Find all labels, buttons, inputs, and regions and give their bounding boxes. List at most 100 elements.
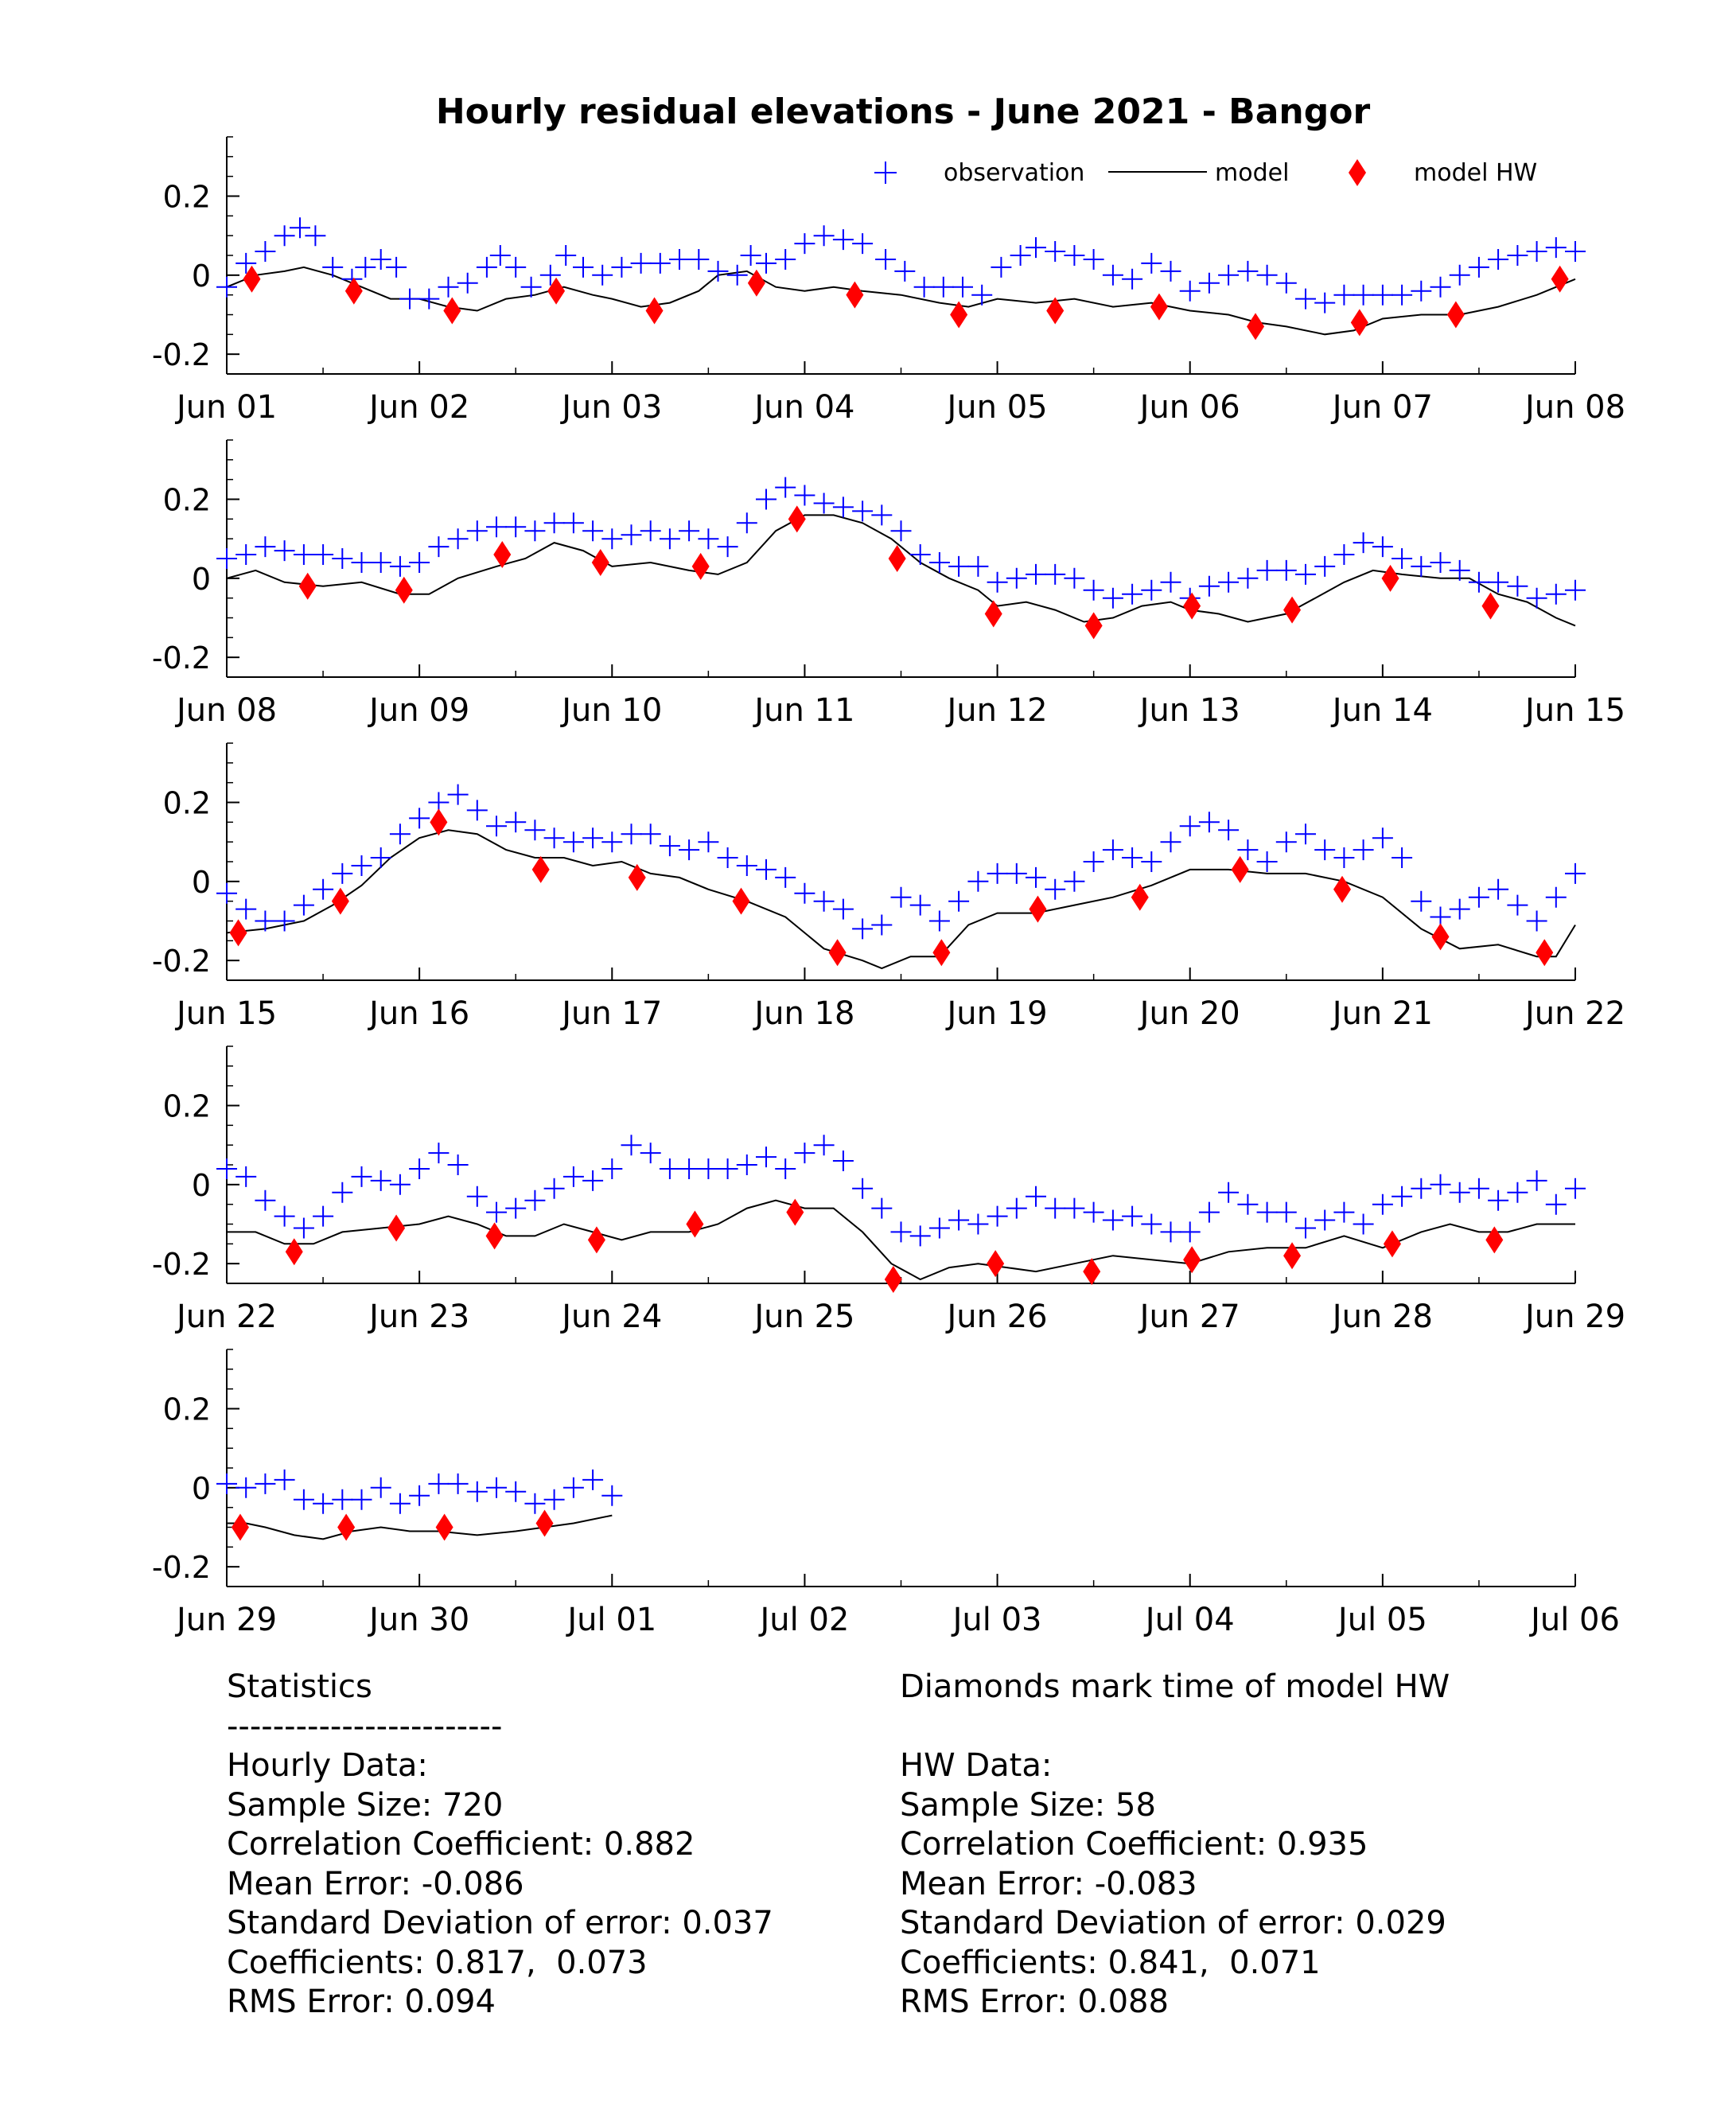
observation-point: [1449, 898, 1470, 920]
observation-point: [1198, 812, 1220, 833]
observation-point: [1064, 870, 1085, 892]
model-hw-point: [1150, 293, 1168, 321]
model-hw-point: [984, 600, 1002, 628]
chart-panel-5: 0.2 0 -0.2 Jun 29 Jun 30 Jul 01 Jul 02 Jul 03 Ju…: [152, 1349, 1620, 1638]
observation-point: [832, 1151, 854, 1171]
observation-point: [1141, 1213, 1162, 1235]
observation-point: [813, 890, 835, 912]
observation-point: [1545, 1193, 1567, 1215]
model-hw-point: [1446, 301, 1465, 329]
x-tick-label: Jul 05: [1336, 1602, 1427, 1638]
observation-point: [1179, 1221, 1201, 1243]
observation-point: [562, 1477, 584, 1498]
observation-point: [255, 1189, 276, 1211]
observation-point: [611, 256, 633, 278]
x-tick-label: Jun 24: [559, 1299, 662, 1335]
model-hw-point: [1485, 1226, 1504, 1254]
observation-point: [409, 808, 430, 829]
x-tick-label: Jun 22: [1523, 995, 1625, 1032]
observation-point: [601, 1158, 623, 1179]
observation-point: [967, 1213, 989, 1235]
observation-point: [1565, 579, 1586, 601]
observation-point: [255, 910, 276, 932]
observation-point: [582, 1469, 604, 1490]
observation-point: [756, 489, 777, 510]
observation-point: [1449, 559, 1470, 581]
observation-point: [1064, 567, 1085, 589]
model-hw-point: [1333, 875, 1352, 903]
observation-point: [582, 827, 604, 849]
observation-point: [235, 898, 257, 920]
observation-point: [1488, 878, 1509, 900]
observation-point: [1314, 1209, 1336, 1231]
model-line: [226, 514, 1576, 627]
observation-point: [486, 816, 507, 837]
observation-point: [1275, 272, 1297, 294]
observation-point: [370, 1477, 391, 1498]
observation-point: [370, 249, 391, 270]
observation-point: [399, 288, 420, 310]
observation-point: [932, 276, 954, 298]
x-tick-label: Jun 17: [559, 995, 662, 1032]
observation-point: [1083, 579, 1104, 601]
observation-point: [1218, 820, 1240, 841]
model-line: [226, 266, 1576, 336]
model-hw-point: [987, 1250, 1005, 1278]
legend-observation-label: observation: [944, 159, 1084, 187]
observation-point: [832, 496, 854, 518]
observation-point: [621, 524, 642, 546]
observation-point: [1411, 280, 1432, 302]
observation-point: [592, 264, 613, 286]
observation-point: [313, 544, 334, 565]
x-tick-label: Jun 01: [174, 389, 277, 426]
observation-point: [351, 552, 372, 573]
stats-rms: RMS Error: 0.088: [900, 1984, 1169, 2020]
model-hw-point: [1536, 939, 1554, 967]
observation-point: [1449, 1182, 1470, 1203]
observation-point: [505, 516, 527, 538]
observation-point: [1122, 847, 1143, 868]
observation-point: [640, 520, 661, 542]
observation-point: [562, 831, 584, 853]
observation-point: [621, 1135, 642, 1156]
stats-sample-size: Sample Size: 720: [227, 1786, 504, 1824]
observation-point: [928, 552, 950, 573]
observation-point: [1122, 1205, 1143, 1227]
y-tick-label: 0: [192, 259, 211, 294]
x-tick-label: Jun 08: [1523, 389, 1625, 426]
stats-divider: ------------------------: [227, 1707, 503, 1745]
observation-point: [948, 1209, 970, 1231]
observation-point: [1160, 831, 1181, 853]
model-hw-point: [387, 1214, 406, 1242]
observation-point: [832, 229, 854, 251]
observation-point: [520, 276, 542, 298]
observation-point: [726, 264, 748, 286]
observation-point: [1102, 839, 1123, 861]
model-hw-point: [531, 855, 550, 883]
observation-point: [409, 1485, 430, 1506]
x-tick-label: Jun 25: [752, 1299, 854, 1335]
observation-point: [1160, 1221, 1181, 1243]
model-hw-point: [1350, 309, 1368, 337]
observation-point: [794, 1143, 815, 1164]
observation-point: [505, 1481, 527, 1502]
observation-point: [871, 504, 893, 526]
observation-point: [1064, 245, 1085, 266]
observation-point: [1333, 1201, 1355, 1223]
model-hw-point: [786, 1198, 804, 1226]
observation-point: [255, 1473, 276, 1494]
observation-point: [832, 898, 854, 920]
observation-point: [630, 252, 652, 274]
observation-point: [756, 859, 777, 880]
observation-point: [332, 862, 353, 884]
observation-point: [1122, 583, 1143, 605]
observation-point: [1102, 1209, 1123, 1231]
observation-point: [1507, 245, 1528, 266]
observation-point: [1218, 1182, 1240, 1203]
observation-point: [717, 1158, 738, 1179]
observation-point: [486, 516, 507, 538]
observation-point: [489, 245, 511, 266]
observation-point: [1295, 823, 1316, 845]
model-hw-point: [1131, 883, 1149, 911]
